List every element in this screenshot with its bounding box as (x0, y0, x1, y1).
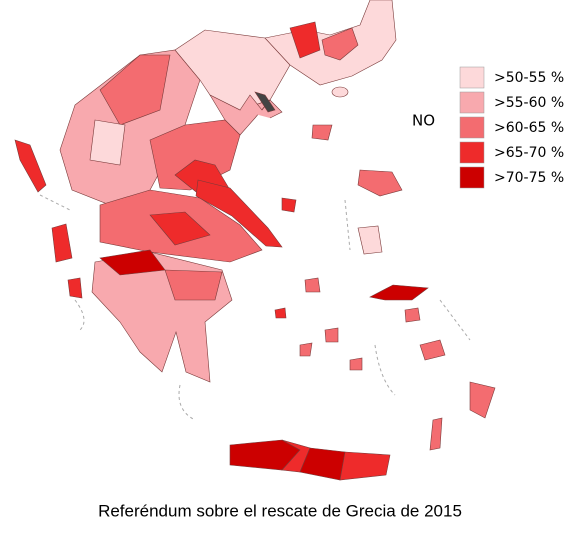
legend-label: >65-70 % (494, 145, 564, 161)
legend-label: >50-55 % (494, 70, 564, 86)
legend-swatch (459, 66, 485, 89)
legend: >50-55 % >55-60 % >60-65 % >65-70 % >70-75 % (459, 66, 564, 189)
legend-title: NO (412, 112, 435, 130)
legend-swatch (459, 116, 485, 139)
caption: Referéndum sobre el rescate de Grecia de… (98, 501, 462, 520)
legend-label: >60-65 % (494, 120, 564, 136)
greece-map (14, 0, 496, 481)
legend-label: >55-60 % (494, 95, 564, 111)
legend-swatch (459, 91, 485, 114)
legend-swatch (459, 166, 485, 189)
legend-swatch (459, 141, 485, 164)
legend-label: >70-75 % (494, 170, 564, 186)
